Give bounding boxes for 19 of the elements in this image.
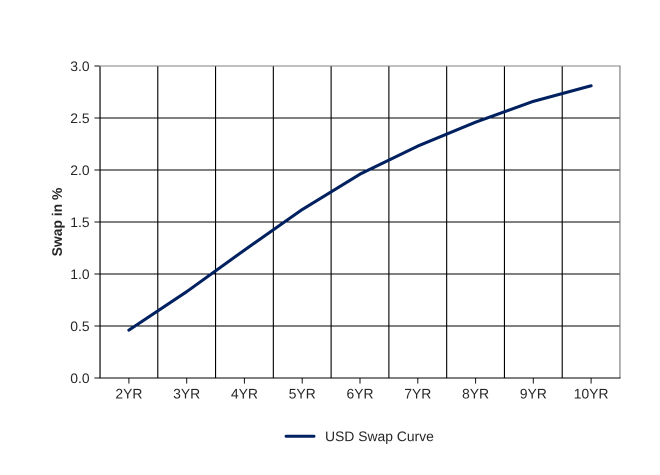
x-tick-label: 5YR xyxy=(289,388,316,399)
y-tick-label: 2.5 xyxy=(70,113,90,124)
x-tick-label: 9YR xyxy=(520,388,546,399)
y-axis-title: Swap in % xyxy=(52,188,65,256)
x-tick-label: 6YR xyxy=(347,388,373,399)
y-tick-label: 3.0 xyxy=(70,61,90,72)
y-tick-label: 1.0 xyxy=(71,269,90,280)
x-tick-label: 3YR xyxy=(174,388,200,399)
legend-label: USD Swap Curve xyxy=(326,431,434,444)
x-tick-label: 8YR xyxy=(462,388,488,399)
y-tick-label: 0.5 xyxy=(70,321,90,332)
x-tick-label: 10YR xyxy=(574,388,608,399)
x-tick-label: 7YR xyxy=(404,388,431,398)
x-tick-label: 2YR xyxy=(116,388,142,398)
y-tick-label: 0.0 xyxy=(70,373,90,384)
y-tick-label: 1.5 xyxy=(71,217,90,228)
x-tick-label: 4YR xyxy=(231,388,258,398)
y-tick-label: 2.0 xyxy=(70,165,90,176)
line-series xyxy=(127,84,593,332)
